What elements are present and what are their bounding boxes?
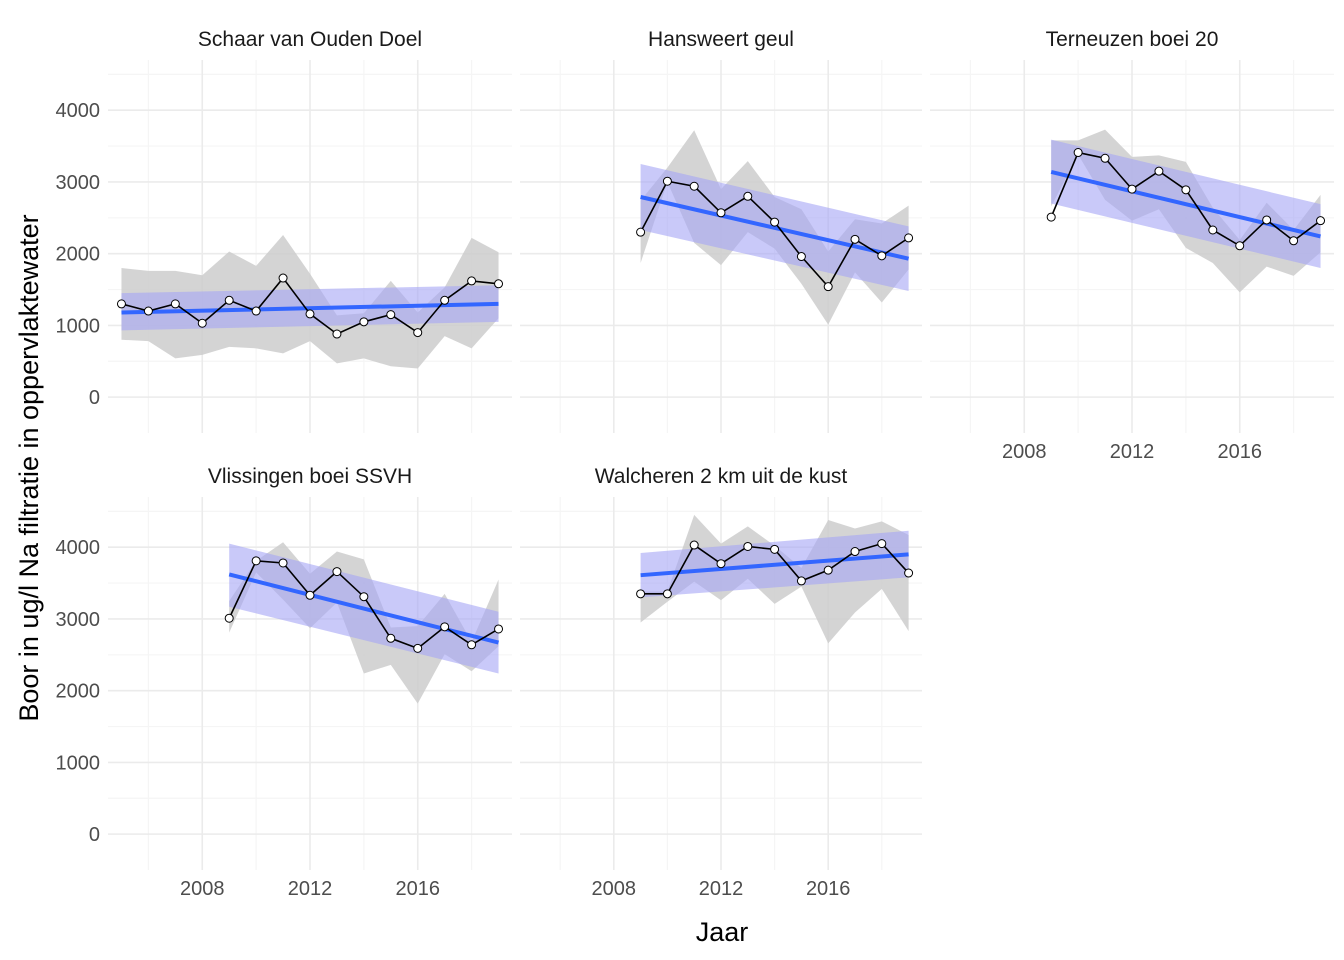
data-point <box>251 556 261 566</box>
y-tick-label: 0 <box>89 387 100 409</box>
data-point <box>278 273 288 283</box>
data-point <box>716 559 726 569</box>
data-point <box>1208 225 1218 235</box>
x-tick-label: 2008 <box>592 878 637 900</box>
data-point <box>716 208 726 218</box>
data-point <box>413 328 423 338</box>
data-point <box>1316 216 1326 226</box>
panel-title: Hansweert geul <box>648 28 794 51</box>
y-tick-label: 0 <box>89 824 100 846</box>
data-point <box>1181 185 1191 195</box>
y-tick-label: 4000 <box>56 537 101 559</box>
data-point <box>116 299 126 309</box>
data-point <box>1262 215 1272 225</box>
x-tick-label: 2008 <box>1002 441 1047 463</box>
data-point <box>1154 166 1164 176</box>
panel-title: Walcheren 2 km uit de kust <box>595 465 848 488</box>
data-point <box>1100 153 1110 163</box>
data-point <box>877 251 887 261</box>
y-axis-title: Boor in ug/l Na filtratie in oppervlakte… <box>14 214 44 721</box>
panel-title: Vlissingen boei SSVH <box>208 465 412 488</box>
data-point <box>1289 236 1299 246</box>
trend-line <box>228 572 500 645</box>
panel-5: Walcheren 2 km uit de kust 2008 2012 2016 <box>520 465 922 900</box>
y-tick-label: 3000 <box>56 609 101 631</box>
data-point <box>332 567 342 577</box>
y-tick-label: 2000 <box>56 244 101 266</box>
trend-line <box>640 195 910 261</box>
data-point <box>1046 212 1056 222</box>
x-tick-label: 2016 <box>1217 441 1262 463</box>
data-point <box>413 643 423 653</box>
data-point <box>823 282 833 292</box>
x-tick-label: 2008 <box>180 878 225 900</box>
data-point <box>305 309 315 319</box>
data-point <box>662 176 672 186</box>
data-point <box>823 565 833 575</box>
panel-1: Schaar van Ouden Doel 0 1000 2000 3000 4000 <box>56 28 512 433</box>
data-point <box>359 592 369 602</box>
panel-4: Vlissingen boei SSVH 0 1000 2000 3000 4000 200… <box>56 465 512 900</box>
data-point <box>636 227 646 237</box>
y-tick-label: 3000 <box>56 172 101 194</box>
data-point <box>904 233 914 243</box>
data-point <box>770 544 780 554</box>
y-tick-label: 4000 <box>56 100 101 122</box>
data-point <box>494 279 504 289</box>
data-point <box>904 568 914 578</box>
data-point <box>332 329 342 339</box>
y-tick-label: 1000 <box>56 752 101 774</box>
y-tick-label: 2000 <box>56 681 101 703</box>
data-point <box>224 613 234 623</box>
trend-line <box>640 552 909 578</box>
x-tick-label: 2012 <box>288 878 333 900</box>
trend-line <box>1050 169 1321 239</box>
data-point <box>689 181 699 191</box>
data-point <box>770 217 780 227</box>
x-tick-label: 2012 <box>699 878 744 900</box>
data-point <box>170 299 180 309</box>
panel-title: Terneuzen boei 20 <box>1046 28 1219 51</box>
y-tick-label: 1000 <box>56 315 101 337</box>
panel-3: Terneuzen boei 20 2008 2012 2016 <box>930 28 1334 463</box>
data-point <box>1073 148 1083 158</box>
data-point <box>143 306 153 316</box>
data-point <box>224 295 234 305</box>
data-point <box>796 576 806 586</box>
x-axis-title: Jaar <box>696 917 749 947</box>
data-point <box>494 624 504 634</box>
data-point <box>1127 184 1137 194</box>
data-point <box>359 317 369 327</box>
data-point <box>386 633 396 643</box>
x-tick-label: 2016 <box>806 878 851 900</box>
data-point <box>467 640 477 650</box>
data-point <box>305 590 315 600</box>
data-point <box>251 306 261 316</box>
data-point <box>467 276 477 286</box>
x-tick-label: 2012 <box>1110 441 1155 463</box>
data-point <box>197 318 207 328</box>
data-point <box>850 547 860 557</box>
data-point <box>689 540 699 550</box>
data-point <box>877 539 887 549</box>
panel-2: Hansweert geul <box>520 28 922 433</box>
data-point <box>662 589 672 599</box>
data-point <box>1235 241 1245 251</box>
data-point <box>278 558 288 568</box>
data-point <box>796 252 806 262</box>
data-point <box>743 541 753 551</box>
data-point <box>440 295 450 305</box>
x-tick-label: 2016 <box>395 878 440 900</box>
data-point <box>440 622 450 632</box>
data-point <box>636 589 646 599</box>
data-point <box>850 234 860 244</box>
panel-title: Schaar van Ouden Doel <box>198 28 422 51</box>
data-point <box>743 191 753 201</box>
data-point <box>386 310 396 320</box>
